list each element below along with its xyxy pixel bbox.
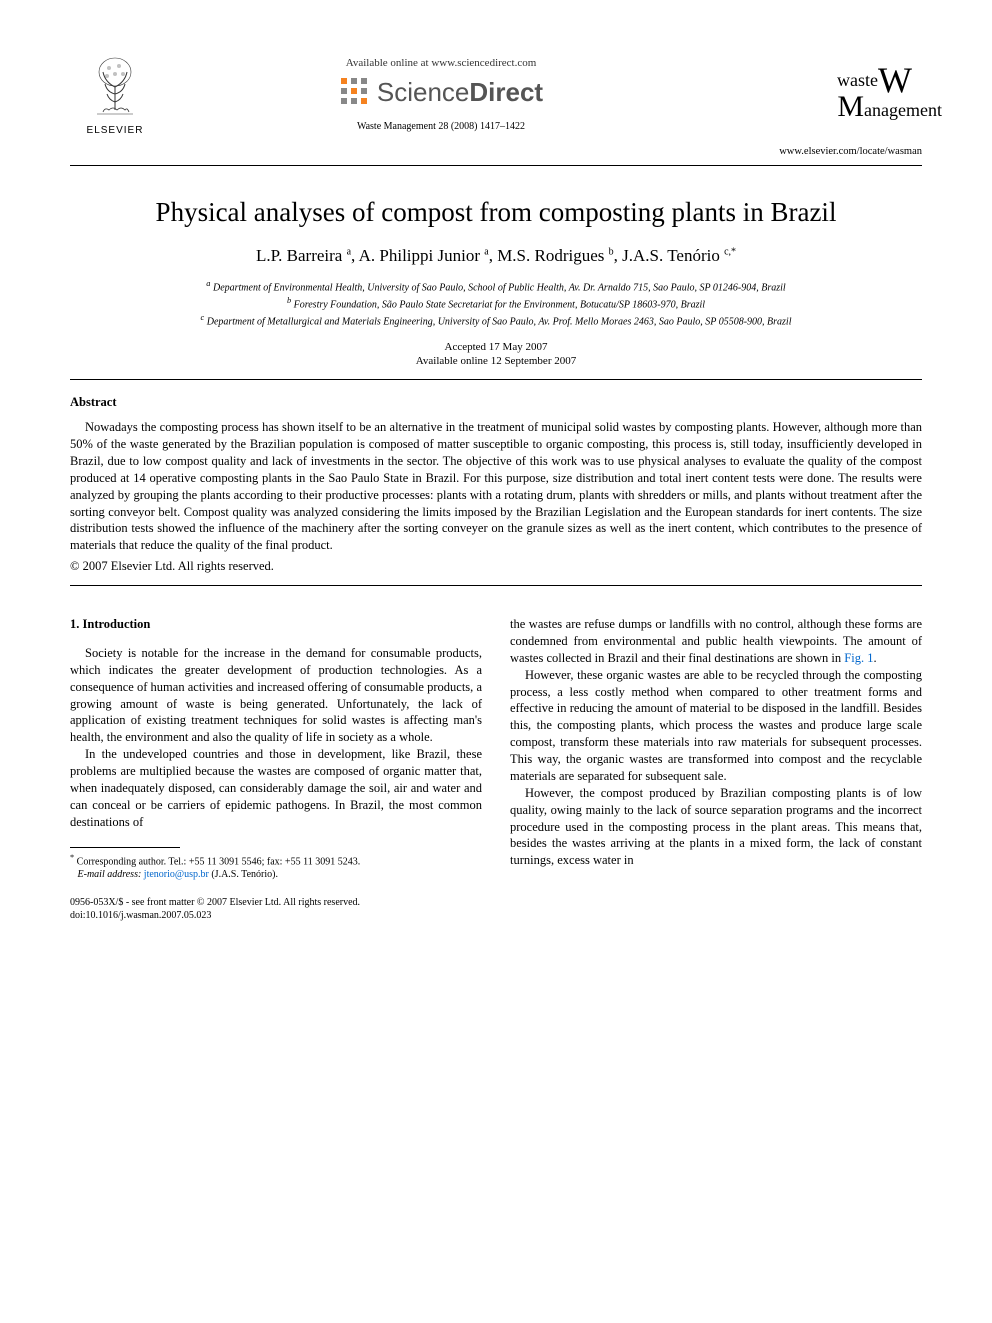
article-dates: Accepted 17 May 2007 Available online 12…	[70, 340, 922, 370]
author-3-sup: b	[609, 246, 614, 257]
author-4-sup: c,*	[724, 246, 736, 257]
affil-a-text: Department of Environmental Health, Univ…	[213, 282, 786, 293]
article-title: Physical analyses of compost from compos…	[70, 194, 922, 230]
author-4: J.A.S. Tenório	[622, 246, 720, 265]
intro-para-2: In the undeveloped countries and those i…	[70, 746, 482, 830]
authors-line: L.P. Barreira a, A. Philippi Junior a, M…	[70, 245, 922, 268]
author-1-sup: a	[347, 246, 351, 257]
corr-email-link[interactable]: jtenorio@usp.br	[144, 869, 209, 880]
abstract-copyright: © 2007 Elsevier Ltd. All rights reserved…	[70, 558, 922, 575]
email-author: (J.A.S. Tenório).	[211, 869, 278, 880]
author-2: A. Philippi Junior	[359, 246, 480, 265]
affil-c-text: Department of Metallurgical and Material…	[207, 317, 792, 328]
footnote-separator	[70, 847, 180, 848]
abstract-body: Nowadays the composting process has show…	[70, 419, 922, 554]
issn-line: 0956-053X/$ - see front matter © 2007 El…	[70, 896, 482, 910]
right-column: the wastes are refuse dumps or landfills…	[510, 616, 922, 923]
col2-p1-tail: .	[873, 651, 876, 665]
author-1: L.P. Barreira	[256, 246, 342, 265]
journal-header: ELSEVIER Available online at www.science…	[70, 50, 922, 139]
sciencedirect-icon	[339, 76, 371, 108]
affiliation-b: b Forestry Foundation, São Paulo State S…	[70, 295, 922, 312]
sciencedirect-text: ScienceDirect	[377, 75, 543, 110]
section-1-heading: 1. Introduction	[70, 616, 482, 633]
wm-waste: waste	[837, 70, 878, 90]
affil-b-text: Forestry Foundation, São Paulo State Sec…	[294, 299, 705, 310]
sciencedirect-logo: ScienceDirect	[160, 75, 722, 110]
sd-bold: Direct	[469, 77, 543, 107]
bottom-meta: 0956-053X/$ - see front matter © 2007 El…	[70, 896, 482, 923]
col2-para-1: the wastes are refuse dumps or landfills…	[510, 616, 922, 667]
author-3: M.S. Rodrigues	[497, 246, 604, 265]
elsevier-tree-icon	[85, 52, 145, 122]
header-rule	[70, 165, 922, 166]
corr-author-text: Corresponding author. Tel.: +55 11 3091 …	[77, 856, 361, 867]
corresponding-author-footnote: * Corresponding author. Tel.: +55 11 309…	[70, 852, 482, 882]
left-column: 1. Introduction Society is notable for t…	[70, 616, 482, 923]
email-label: E-mail address:	[78, 869, 142, 880]
affiliation-a: a Department of Environmental Health, Un…	[70, 278, 922, 295]
publisher-logo-block: ELSEVIER	[70, 52, 160, 138]
center-header: Available online at www.sciencedirect.co…	[160, 56, 722, 133]
post-abstract-rule	[70, 585, 922, 586]
journal-citation-line: Waste Management 28 (2008) 1417–1422	[160, 120, 722, 134]
abstract-heading: Abstract	[70, 394, 922, 411]
wm-management: anagement	[864, 100, 942, 120]
locate-url: www.elsevier.com/locate/wasman	[70, 145, 922, 159]
pre-abstract-rule	[70, 379, 922, 380]
online-date: Available online 12 September 2007	[70, 354, 922, 369]
doi-line: doi:10.1016/j.wasman.2007.05.023	[70, 909, 482, 923]
body-columns: 1. Introduction Society is notable for t…	[70, 616, 922, 923]
sd-light: Science	[377, 77, 470, 107]
accepted-date: Accepted 17 May 2007	[70, 340, 922, 355]
journal-brand-logo: wasteW Management	[722, 50, 922, 139]
col2-para-3: However, the compost produced by Brazili…	[510, 785, 922, 869]
affiliation-c: c Department of Metallurgical and Materi…	[70, 312, 922, 329]
publisher-label: ELSEVIER	[70, 124, 160, 138]
author-2-sup: a	[484, 246, 488, 257]
col2-para-2: However, these organic wastes are able t…	[510, 667, 922, 785]
fig1-reference[interactable]: Fig. 1	[844, 651, 873, 665]
available-online-text: Available online at www.sciencedirect.co…	[160, 56, 722, 71]
affiliations-block: a Department of Environmental Health, Un…	[70, 278, 922, 330]
intro-para-1: Society is notable for the increase in t…	[70, 645, 482, 746]
